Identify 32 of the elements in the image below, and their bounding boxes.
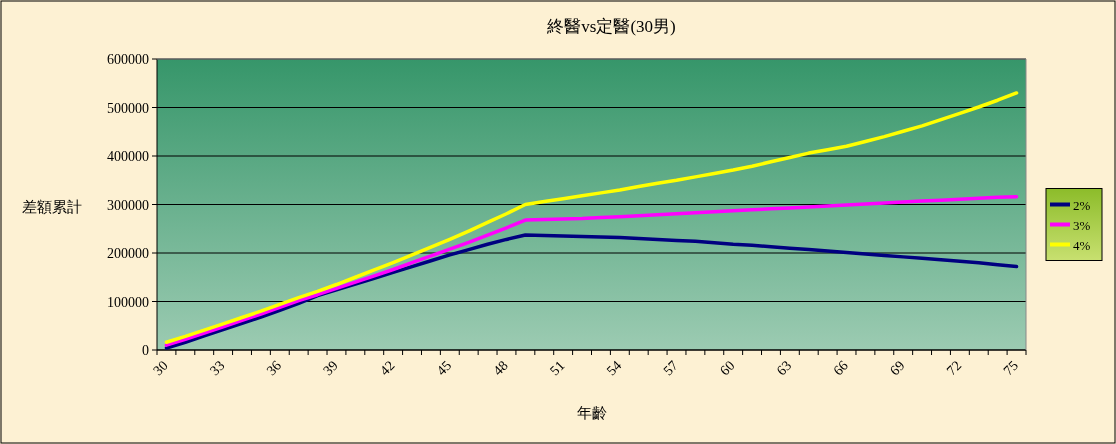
- x-tick-label: 36: [263, 357, 285, 379]
- y-tick-label: 100000: [107, 294, 149, 310]
- x-tick-label: 39: [320, 357, 341, 379]
- y-axis-title: 差額累計: [22, 199, 82, 215]
- x-tick-label: 33: [207, 357, 228, 379]
- y-tick-label: 400000: [107, 149, 149, 164]
- line-series: [164, 194, 1019, 347]
- line-series: [164, 91, 1019, 344]
- x-tick-label: 69: [887, 357, 908, 379]
- legend-label: 2%: [1073, 197, 1091, 213]
- y-tick-label: 500000: [107, 100, 149, 116]
- x-tick-label: 45: [433, 357, 455, 379]
- x-tick-label: 63: [773, 357, 795, 379]
- x-tick-label: 66: [830, 357, 851, 379]
- x-tick-label: 30: [150, 357, 171, 379]
- x-tick-label: 48: [490, 357, 511, 379]
- y-tick-label: 0: [142, 343, 149, 358]
- x-tick-label: 72: [943, 357, 965, 379]
- y-tick-label: 200000: [107, 246, 149, 261]
- x-axis-title: 年齡: [576, 405, 607, 421]
- legend-label: 3%: [1073, 217, 1091, 233]
- legend-label: 4%: [1073, 237, 1091, 253]
- y-tick-label: 300000: [107, 197, 149, 213]
- x-tick-label: 42: [377, 357, 398, 379]
- x-tick-label: 54: [603, 357, 625, 379]
- x-tick-label: 57: [660, 357, 681, 379]
- x-tick-label: 60: [717, 357, 738, 379]
- chart-title: 終醫vs定醫(30男): [546, 17, 676, 36]
- y-tick-label: 600000: [107, 52, 149, 67]
- line-series: [164, 233, 1019, 350]
- x-tick-label: 51: [547, 357, 568, 379]
- x-tick-label: 75: [1000, 357, 1021, 379]
